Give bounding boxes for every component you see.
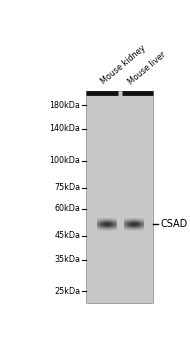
- Text: Mouse kidney: Mouse kidney: [100, 44, 148, 86]
- Text: 45kDa: 45kDa: [55, 231, 80, 240]
- Text: 100kDa: 100kDa: [50, 156, 80, 165]
- Text: Mouse liver: Mouse liver: [126, 50, 167, 86]
- Bar: [86, 91, 153, 303]
- Text: 180kDa: 180kDa: [50, 100, 80, 110]
- Text: 60kDa: 60kDa: [55, 204, 80, 213]
- Text: 35kDa: 35kDa: [55, 255, 80, 264]
- Text: CSAD: CSAD: [161, 219, 188, 229]
- Text: 25kDa: 25kDa: [54, 287, 80, 296]
- Text: 75kDa: 75kDa: [54, 183, 80, 192]
- Text: 140kDa: 140kDa: [50, 124, 80, 133]
